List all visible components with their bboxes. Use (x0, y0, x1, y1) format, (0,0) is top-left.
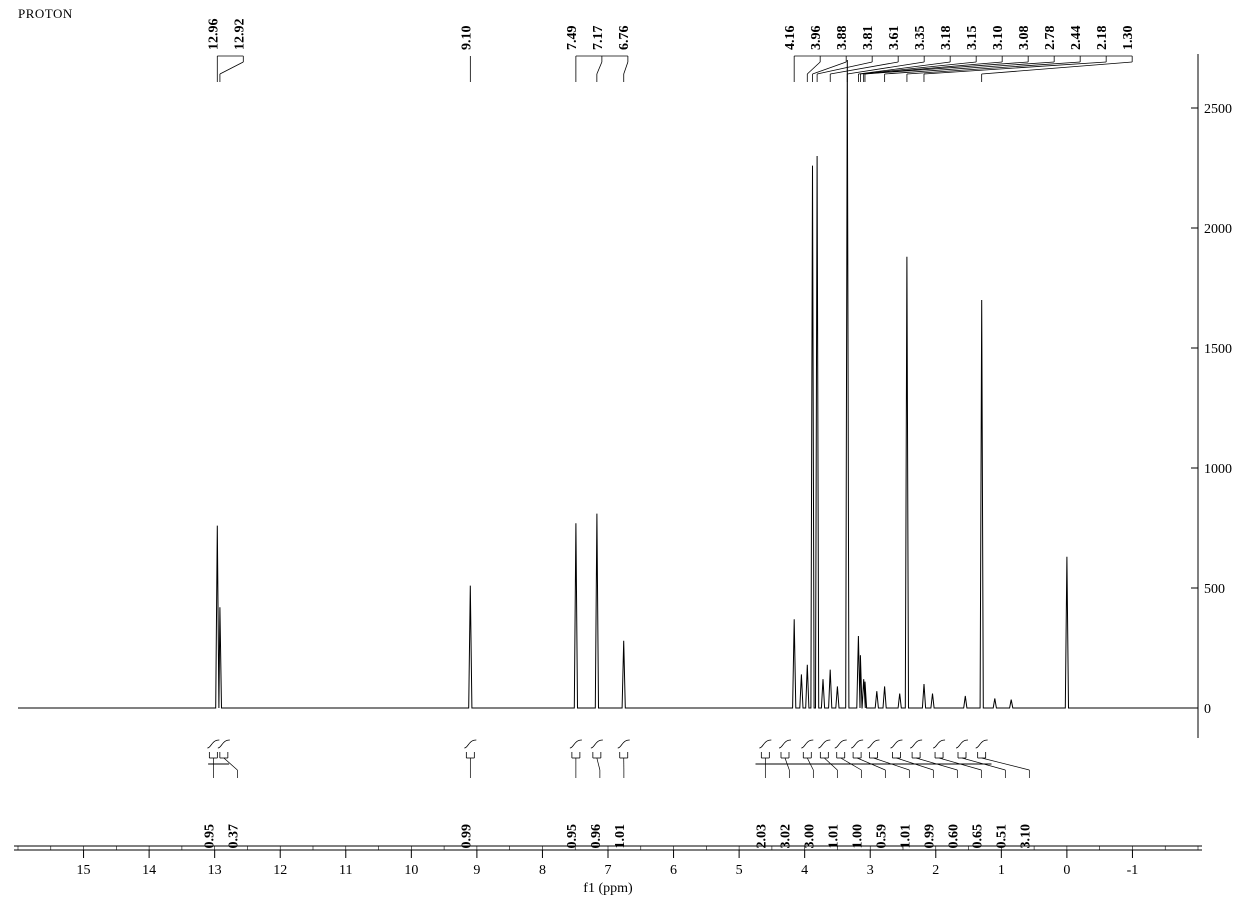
peak-label: 3.81 (861, 26, 876, 51)
integration-label: 0.99 (922, 824, 937, 849)
peak-label: 2.18 (1095, 26, 1110, 51)
integration-label: 1.01 (826, 824, 841, 849)
integration-label: 3.10 (1018, 824, 1033, 849)
integration-label: 0.96 (589, 824, 604, 849)
xtick-label: 2 (932, 863, 939, 878)
peak-label: 3.88 (835, 26, 850, 51)
xtick-label: 5 (736, 863, 743, 878)
ytick-label: 0 (1204, 702, 1211, 717)
integration-label: 0.59 (874, 824, 889, 849)
integration-label: 0.95 (202, 824, 217, 849)
peak-label: 2.44 (1069, 26, 1084, 51)
ytick-label: 500 (1204, 582, 1225, 597)
xtick-label: 1 (998, 863, 1005, 878)
integration-label: 1.00 (850, 824, 865, 849)
peak-label: 3.35 (913, 26, 928, 51)
ytick-label: 2000 (1204, 222, 1232, 237)
integration-label: 1.01 (613, 824, 628, 849)
xtick-label: 8 (539, 863, 546, 878)
ytick-label: 1000 (1204, 462, 1232, 477)
peak-label: 3.61 (887, 26, 902, 51)
peak-label: 9.10 (459, 26, 474, 51)
xtick-label: 10 (404, 863, 418, 878)
peak-label: 7.49 (565, 26, 580, 51)
integration-label: 3.00 (802, 824, 817, 849)
xtick-label: 14 (142, 863, 156, 878)
peak-label: 3.96 (809, 26, 824, 51)
integration-label: 0.37 (226, 824, 241, 849)
integration-label: 1.01 (898, 824, 913, 849)
xaxis-label: f1 (ppm) (583, 881, 633, 896)
peak-label: 3.18 (939, 26, 954, 51)
peak-label: 2.78 (1043, 26, 1058, 51)
xtick-label: 3 (867, 863, 874, 878)
ytick-label: 2500 (1204, 102, 1232, 117)
spectrum-title: PROTON (18, 6, 73, 21)
xtick-label: 9 (473, 863, 480, 878)
peak-label: 3.10 (991, 26, 1006, 50)
xtick-label: 0 (1063, 863, 1070, 878)
plot-bg (0, 0, 1240, 903)
integration-label: 0.95 (565, 824, 580, 849)
peak-label: 6.76 (617, 26, 632, 51)
ytick-label: 1500 (1204, 342, 1232, 357)
peak-label: 1.30 (1121, 26, 1136, 51)
peak-label: 4.16 (783, 26, 798, 51)
integration-label: 0.65 (970, 824, 985, 849)
peak-label: 7.17 (591, 26, 606, 51)
xtick-label: 13 (208, 863, 222, 878)
xtick-label: 12 (273, 863, 287, 878)
integration-label: 0.60 (946, 824, 961, 849)
nmr-spectrum: PROTON 0 500 1000 1500 2000 2500 12.96 12.92 9.10… (0, 0, 1240, 903)
integration-label: 3.02 (778, 824, 793, 849)
xtick-label: 4 (801, 863, 808, 878)
integration-label: 0.99 (459, 824, 474, 849)
peak-label: 3.15 (965, 26, 980, 51)
xtick-label: 15 (77, 863, 91, 878)
integration-label: 2.03 (754, 824, 769, 849)
peak-label: 12.92 (232, 19, 247, 50)
peak-label: 3.08 (1017, 26, 1032, 51)
xtick-label: 7 (605, 863, 612, 878)
xtick-label: 11 (339, 863, 352, 878)
xtick-label: -1 (1127, 863, 1139, 878)
peak-label: 12.96 (206, 19, 221, 51)
xtick-label: 6 (670, 863, 677, 878)
integration-label: 0.51 (994, 824, 1009, 849)
